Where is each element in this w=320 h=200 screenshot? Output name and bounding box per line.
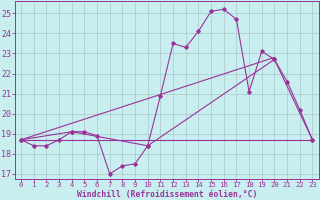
X-axis label: Windchill (Refroidissement éolien,°C): Windchill (Refroidissement éolien,°C) [76,190,257,199]
